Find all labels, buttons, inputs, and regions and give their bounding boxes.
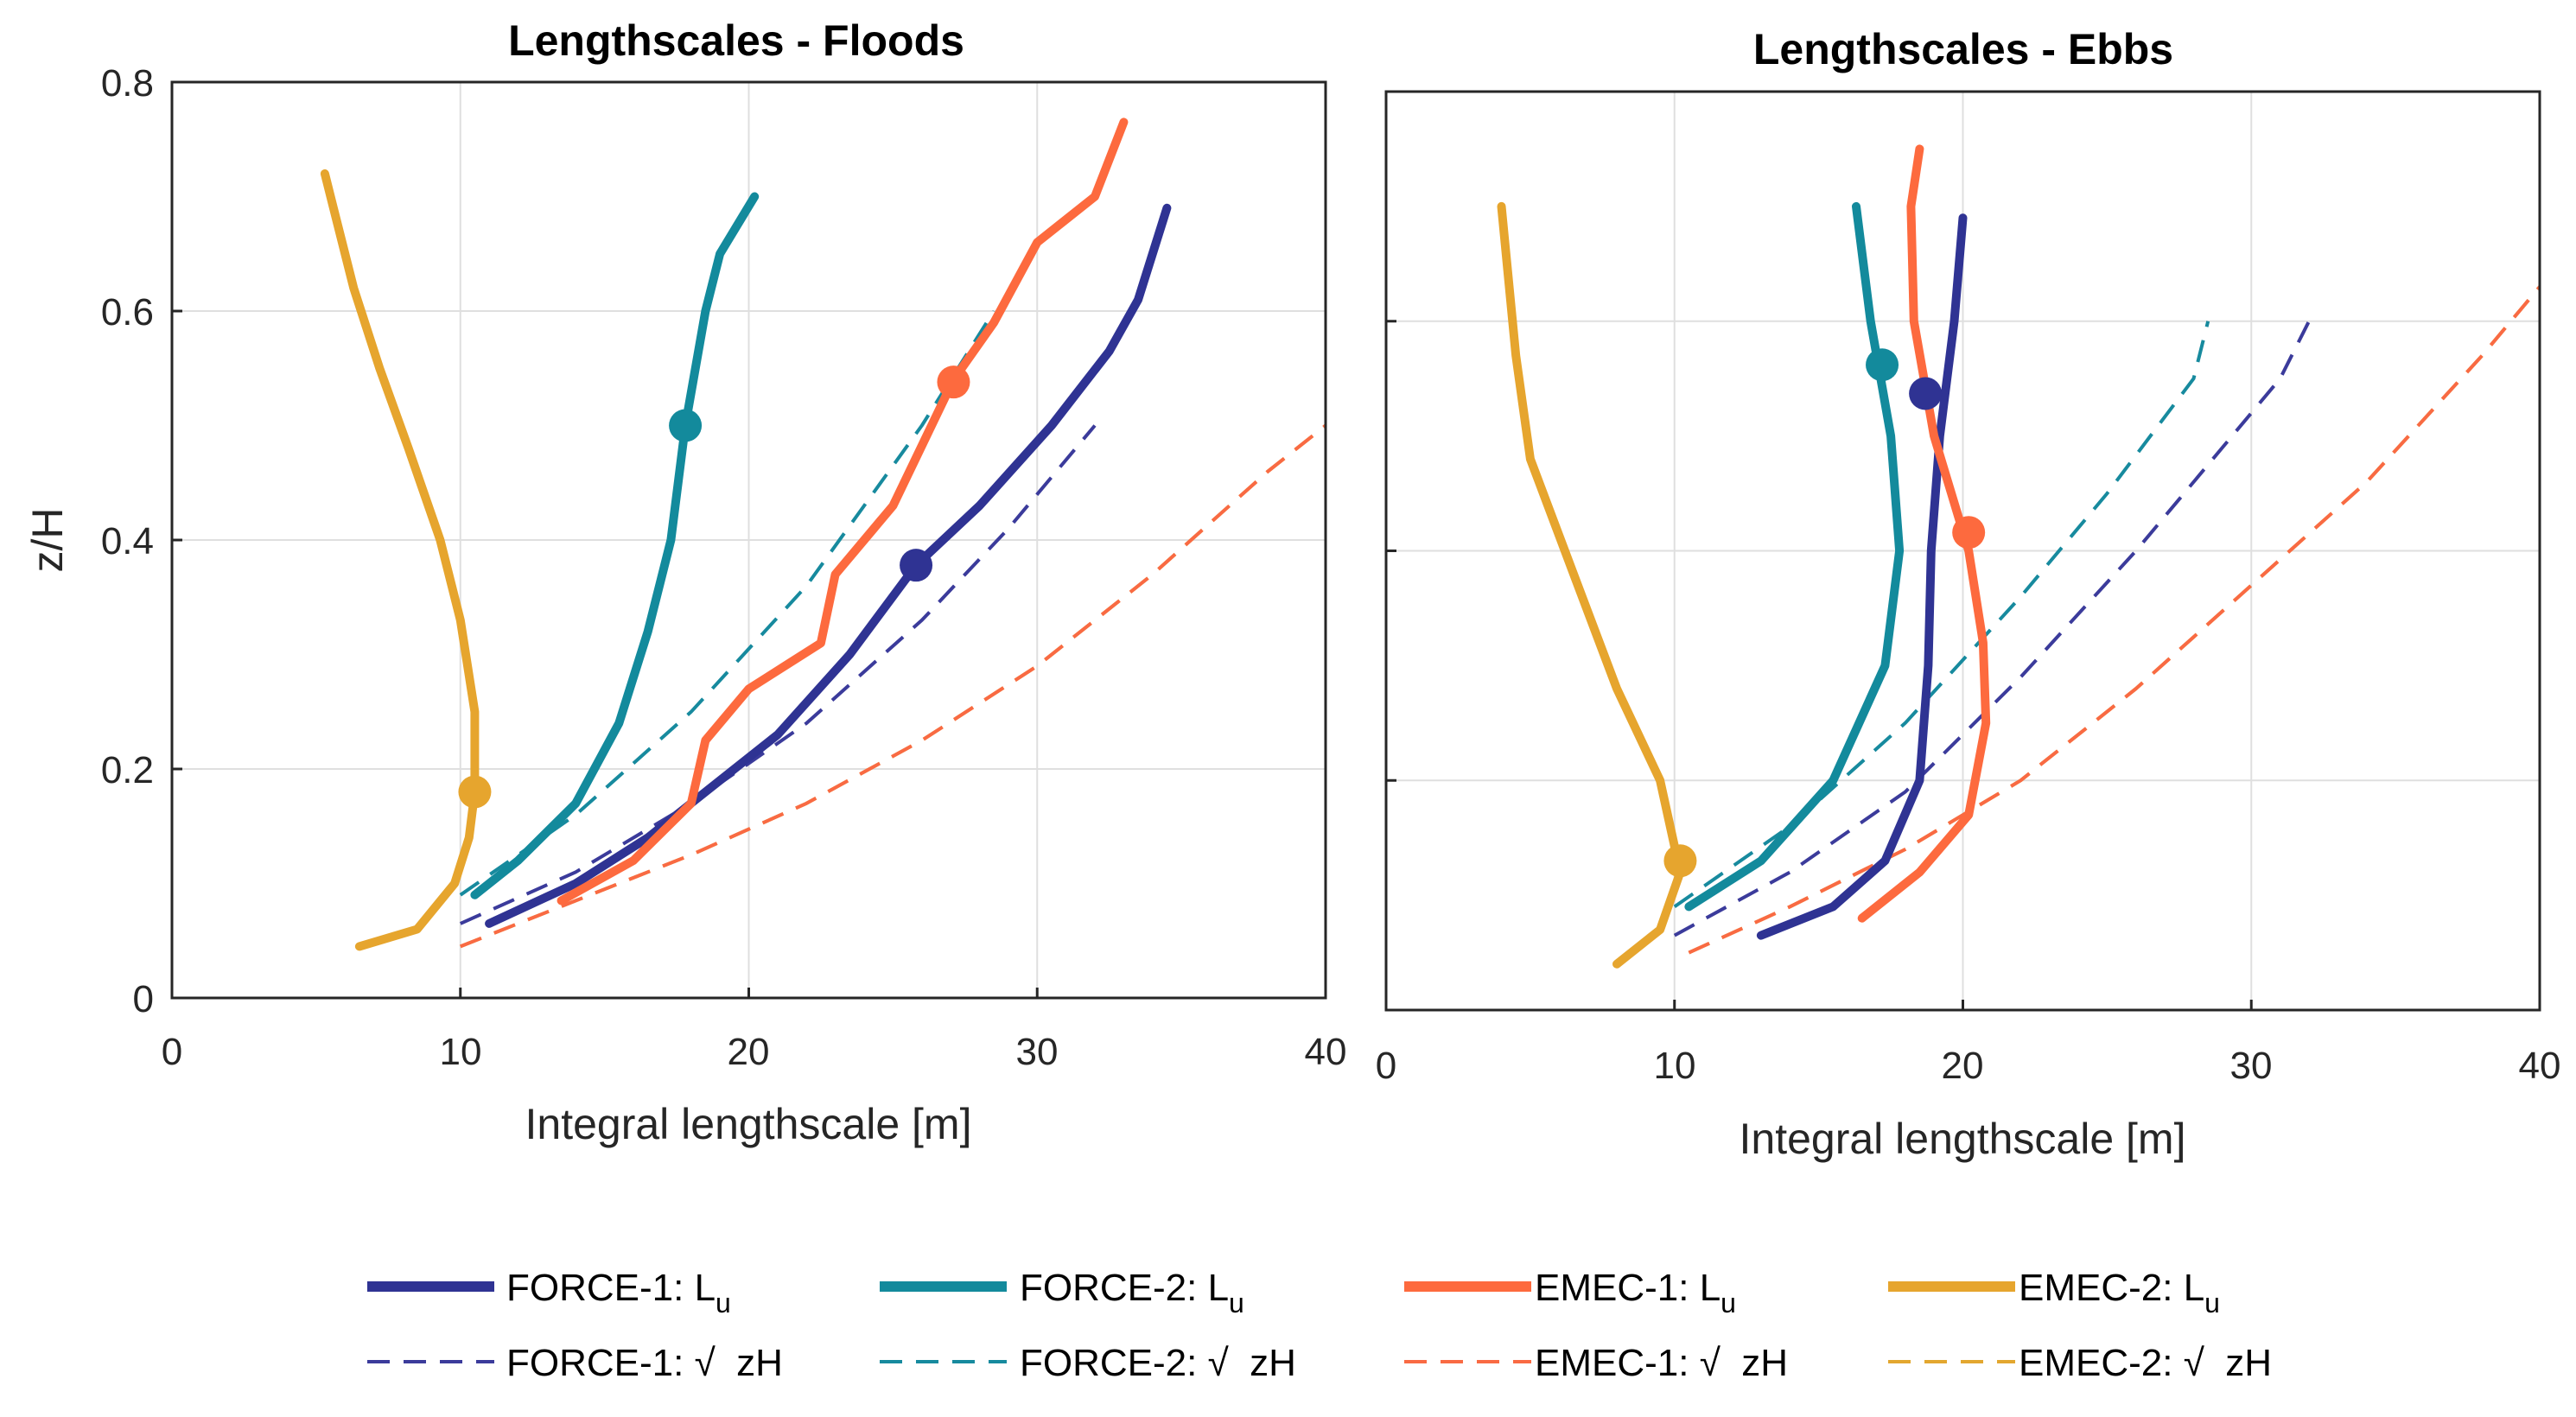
x-tick-label: 30 [1016, 1031, 1059, 1073]
marker-force2-lu [1866, 348, 1899, 382]
grid [172, 82, 1326, 998]
series-line-force2-lu [470, 192, 760, 899]
legend-item-emec2-sqrt: EMEC-2: √ zH [1888, 1342, 2272, 1384]
marker-emec2-lu [1663, 844, 1697, 878]
marker-force1-lu [1909, 377, 1943, 410]
chart-floods: Lengthscales - Floods 0 0.2 0.4 0.6 0.8 … [23, 16, 1346, 1148]
series-line-force2-sqrt [1673, 321, 2210, 909]
legend-item-emec1-sqrt: EMEC-1: √ zH [1404, 1342, 1788, 1384]
marker-emec1-lu [1952, 516, 1986, 550]
series-line-force2-lu [1684, 201, 1905, 912]
legend: FORCE-1: Lu FORCE-2: Lu EMEC-1: Lu EMEC-… [367, 1267, 2272, 1384]
plot-frame [1384, 90, 2541, 1012]
y-tick-label: 0.8 [101, 62, 154, 105]
legend-item-emec2-lu: EMEC-2: Lu [1888, 1267, 2220, 1319]
legend-item-force2-sqrt: FORCE-2: √ zH [880, 1342, 1296, 1384]
legend-label: EMEC-2: Lu [2019, 1267, 2220, 1319]
series-line-emec1-sqrt [460, 423, 1326, 949]
chart-title: Lengthscales - Floods [508, 16, 964, 65]
marker-emec1-lu [937, 365, 970, 399]
y-tick-label: 0 [133, 978, 154, 1020]
marker-layer [458, 365, 970, 809]
x-tick-labels: 0 10 20 30 40 [162, 1031, 1347, 1073]
x-tick-label: 10 [440, 1031, 482, 1073]
x-tick-label: 40 [2519, 1045, 2561, 1087]
x-tick-label: 10 [1654, 1045, 1696, 1087]
x-tick-label: 0 [162, 1031, 182, 1073]
x-tick-label: 30 [2230, 1045, 2273, 1087]
legend-item-force1-lu: FORCE-1: Lu [367, 1267, 731, 1319]
marker-force2-lu [669, 409, 703, 442]
x-tick-label: 40 [1305, 1031, 1347, 1073]
legend-label: EMEC-1: √ zH [1535, 1342, 1788, 1384]
series-line-force1-lu [485, 203, 1172, 928]
y-tick-labels: 0 0.2 0.4 0.6 0.8 [101, 62, 154, 1020]
plot-frame [170, 80, 1327, 1000]
legend-item-force1-sqrt: FORCE-1: √ zH [367, 1342, 783, 1384]
x-tick-label: 20 [728, 1031, 770, 1073]
legend-label: FORCE-2: Lu [1020, 1267, 1244, 1319]
series-line-force1-lu [1756, 213, 1968, 940]
y-axis-label: z/H [23, 508, 72, 573]
legend-label: EMEC-2: √ zH [2019, 1342, 2272, 1384]
x-axis-label: Integral lengthscale [m] [525, 1100, 972, 1148]
marker-emec2-lu [458, 775, 492, 809]
legend-label: FORCE-1: Lu [506, 1267, 731, 1319]
y-tick-label: 0.6 [101, 291, 154, 334]
x-tick-labels: 0 10 20 30 40 [1376, 1045, 2561, 1087]
legend-label: FORCE-1: √ zH [506, 1342, 783, 1384]
series-line-emec1-lu [1857, 144, 1991, 923]
y-tick-label: 0.4 [101, 520, 154, 562]
legend-label: FORCE-2: √ zH [1020, 1342, 1296, 1384]
series-line-force1-sqrt [459, 424, 1097, 925]
legend-item-force2-lu: FORCE-2: Lu [880, 1267, 1244, 1319]
chart-ebbs: Lengthscales - Ebbs 0 10 20 30 40 Integr… [1376, 25, 2561, 1163]
series-line-emec1-sqrt [1688, 285, 2540, 955]
x-axis-label: Integral lengthscale [m] [1740, 1115, 2186, 1163]
series-line-emec2-lu [1497, 201, 1685, 969]
series-line-force1-sqrt [1673, 320, 2311, 937]
marker-force1-lu [900, 549, 933, 582]
x-tick-label: 20 [1942, 1045, 1984, 1087]
x-tick-label: 0 [1376, 1045, 1396, 1087]
series-line-emec1-lu [557, 118, 1129, 905]
legend-label: EMEC-1: Lu [1535, 1267, 1736, 1319]
series-line-force2-sqrt [459, 309, 995, 897]
marker-layer [1663, 348, 1986, 878]
y-tick-label: 0.2 [101, 749, 154, 791]
chart-title: Lengthscales - Ebbs [1753, 25, 2173, 73]
legend-item-emec1-lu: EMEC-1: Lu [1404, 1267, 1736, 1319]
series-layer [320, 118, 1326, 951]
series-line-emec2-lu [320, 169, 480, 951]
series-layer [1497, 144, 2540, 969]
